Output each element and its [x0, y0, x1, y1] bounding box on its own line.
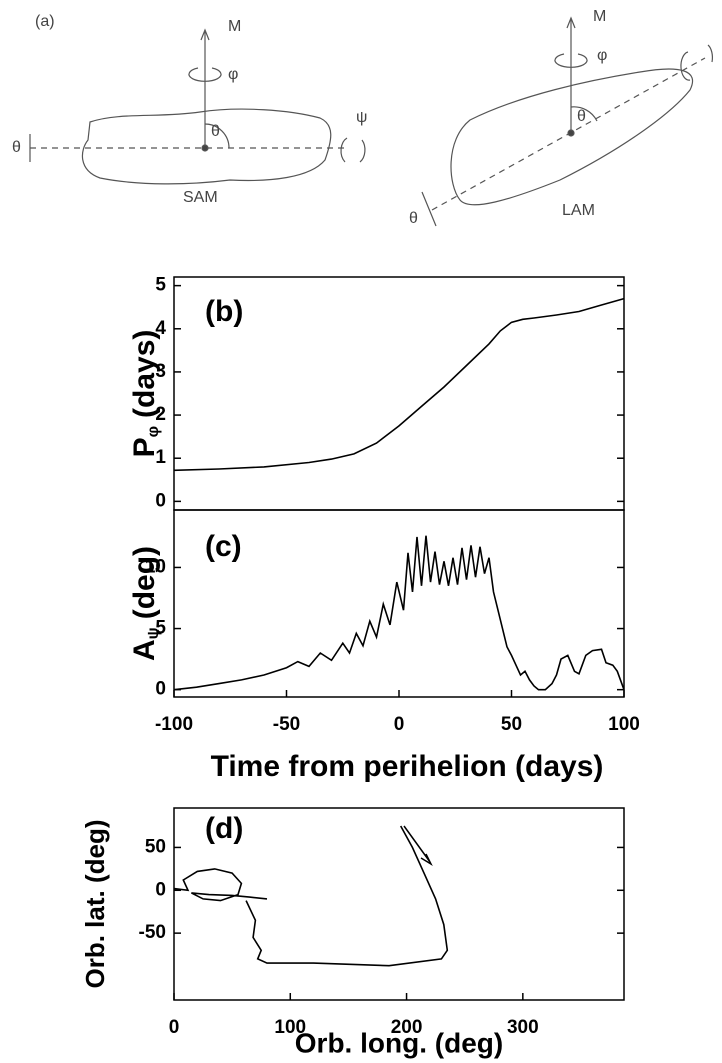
- y-tick-label: 3: [155, 361, 166, 382]
- center-dot: [567, 129, 575, 137]
- data-line: [173, 297, 625, 472]
- plot-frame: [173, 807, 625, 1001]
- data-line: [173, 825, 449, 967]
- axis-label: M: [228, 18, 241, 35]
- nutation-arrow: [340, 137, 366, 163]
- angle-arc: [570, 106, 598, 122]
- spin-label: φ: [597, 47, 607, 64]
- x-tick-label: 0: [169, 1017, 180, 1038]
- y-label-sub: ψ: [145, 627, 162, 639]
- y-label-unit: (deg): [128, 546, 161, 619]
- y-label-main: A: [128, 639, 161, 661]
- y-axis-label: Aψ (deg): [128, 546, 162, 661]
- x-axis-label: Orb. long. (deg): [295, 1027, 503, 1058]
- data-line: [173, 535, 625, 691]
- nutation-label: ψ: [356, 109, 367, 126]
- angle-label: θ: [211, 123, 220, 140]
- x-tick-label: 0: [394, 714, 405, 735]
- mode-label: LAM: [562, 202, 595, 219]
- y-tick-label: 50: [145, 836, 166, 857]
- diagram-a: (a) M φ θ θ ψ SAM M φ θ θ LAM: [12, 8, 713, 227]
- angle-arc: [204, 123, 230, 149]
- wobble-label: θ: [409, 210, 418, 227]
- y-tick-label: 2: [155, 404, 166, 425]
- x-tick-label: 100: [274, 1017, 306, 1038]
- y-tick-label: 0: [155, 879, 166, 900]
- x-tick-label: 50: [501, 714, 522, 735]
- spin-arrow: [554, 53, 588, 68]
- panel-label: (a): [35, 13, 55, 30]
- panel-label: (d): [205, 812, 243, 845]
- y-label-unit: (days): [128, 330, 161, 418]
- y-tick-label: 5: [155, 618, 166, 639]
- y-label-main: P: [128, 437, 161, 457]
- direction-arrow: [403, 825, 433, 866]
- x-tick-label: 200: [391, 1017, 423, 1038]
- arrow-head: [200, 28, 210, 41]
- center-dot: [201, 144, 209, 152]
- y-label-sub: φ: [145, 426, 162, 437]
- y-tick-label: 10: [145, 556, 166, 577]
- x-axis-label: Time from perihelion (days): [211, 750, 604, 783]
- spin-arrow: [188, 67, 222, 82]
- axis-label: M: [593, 8, 606, 25]
- nutation-arrow: [680, 44, 713, 81]
- x-tick-label: 100: [608, 714, 640, 735]
- x-tick-label: -50: [273, 714, 300, 735]
- wobble-arrow: [421, 191, 437, 227]
- y-tick-label: -50: [139, 922, 166, 943]
- y-tick-label: 5: [155, 275, 166, 296]
- x-tick-label: -100: [155, 714, 193, 735]
- spin-label: φ: [228, 66, 238, 83]
- y-tick-label: 4: [155, 318, 166, 339]
- y-tick-label: 1: [155, 447, 166, 468]
- mode-label: SAM: [183, 189, 218, 206]
- panel-label: (b): [205, 295, 243, 328]
- x-tick-label: 300: [507, 1017, 539, 1038]
- angle-label: θ: [577, 108, 586, 125]
- y-axis-label: Orb. lat. (deg): [80, 820, 110, 989]
- y-axis-label: Pφ (days): [128, 330, 162, 458]
- sam-body: [81, 108, 332, 185]
- lam-body: [450, 68, 694, 206]
- y-tick-label: 0: [155, 490, 166, 511]
- y-tick-label: 0: [155, 679, 166, 700]
- panel-label: (c): [205, 530, 242, 563]
- arrow-head: [566, 16, 576, 29]
- wobble-label: θ: [12, 139, 21, 156]
